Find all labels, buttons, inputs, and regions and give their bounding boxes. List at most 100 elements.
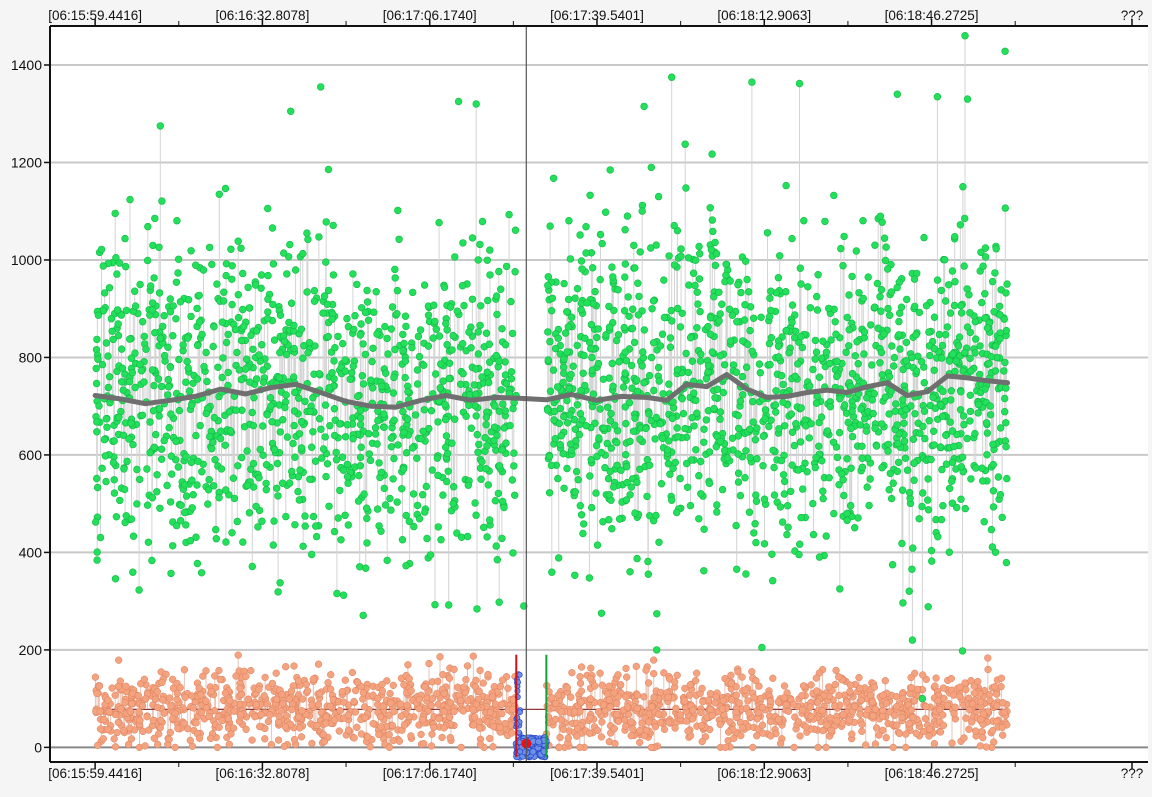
salmon-point: [155, 730, 163, 738]
salmon-point: [988, 727, 997, 735]
green-point: [693, 288, 701, 296]
salmon-point: [446, 733, 454, 742]
green-point: [910, 275, 919, 283]
salmon-point: [790, 743, 798, 752]
green-point: [960, 214, 969, 223]
salmon-point: [344, 711, 352, 719]
green-point: [852, 247, 860, 255]
salmon-point: [110, 735, 118, 743]
green-point: [400, 339, 408, 348]
green-point: [920, 233, 928, 242]
green-point: [187, 312, 195, 321]
green-point: [508, 476, 516, 484]
salmon-point: [263, 700, 271, 708]
green-point: [761, 415, 769, 423]
green-point: [652, 511, 660, 520]
green-point: [546, 222, 554, 230]
green-point: [92, 364, 100, 373]
green-point: [585, 574, 594, 582]
green-point: [409, 288, 417, 297]
salmon-point: [855, 673, 863, 682]
salmon-point: [314, 700, 323, 709]
green-point: [791, 333, 799, 342]
green-point: [154, 375, 163, 383]
green-point: [135, 586, 143, 594]
green-point: [109, 458, 118, 467]
green-point: [935, 330, 944, 339]
green-point: [792, 420, 800, 428]
salmon-point: [796, 732, 804, 740]
green-point: [566, 255, 575, 263]
green-point: [499, 400, 507, 408]
green-point: [887, 288, 896, 296]
green-point: [309, 512, 318, 521]
green-point: [981, 314, 989, 322]
green-point: [383, 334, 391, 343]
green-point: [459, 369, 467, 378]
green-point: [983, 451, 991, 459]
green-point: [751, 519, 759, 528]
salmon-point: [435, 715, 443, 723]
green-point: [750, 529, 758, 537]
x-tick-label-top: ???: [1121, 8, 1144, 23]
salmon-point: [774, 698, 782, 706]
green-point: [752, 497, 761, 505]
green-point: [843, 455, 851, 463]
salmon-point: [889, 743, 897, 752]
green-point: [339, 339, 347, 348]
green-point: [343, 460, 351, 469]
green-point: [613, 438, 621, 447]
green-point: [356, 420, 365, 429]
green-point: [332, 448, 340, 457]
salmon-point: [902, 743, 910, 752]
salmon-point: [138, 702, 147, 710]
salmon-point: [316, 689, 324, 698]
green-point: [579, 520, 588, 528]
salmon-point: [484, 670, 492, 679]
green-point: [958, 453, 967, 461]
green-point: [886, 469, 894, 478]
green-point: [93, 548, 101, 556]
green-point: [837, 244, 845, 253]
green-point: [581, 334, 589, 342]
green-point: [1002, 443, 1010, 451]
salmon-point: [999, 698, 1007, 707]
salmon-point: [708, 711, 716, 720]
salmon-point: [255, 685, 263, 693]
green-point: [349, 270, 357, 278]
salmon-point: [951, 703, 959, 711]
green-point: [269, 541, 277, 549]
green-point: [885, 372, 894, 381]
green-point: [986, 402, 994, 410]
green-point: [205, 243, 214, 252]
green-point: [249, 345, 257, 353]
green-point: [331, 344, 339, 352]
salmon-point: [206, 734, 215, 743]
green-point: [464, 481, 472, 489]
green-point: [823, 427, 831, 435]
salmon-point: [586, 695, 595, 703]
green-point: [321, 433, 329, 441]
green-point: [926, 351, 934, 360]
green-point: [788, 461, 796, 469]
green-point: [98, 360, 107, 369]
salmon-point: [378, 680, 386, 689]
salmon-point: [573, 725, 582, 733]
green-point: [706, 330, 714, 338]
salmon-point: [691, 676, 700, 685]
salmon-point: [895, 729, 904, 738]
salmon-point: [438, 733, 446, 742]
salmon-point: [244, 695, 252, 704]
salmon-point: [421, 683, 429, 691]
salmon-point: [397, 700, 405, 708]
green-point: [294, 487, 302, 496]
salmon-point: [471, 713, 479, 721]
green-point: [499, 497, 507, 506]
green-point: [270, 517, 278, 525]
green-point: [258, 517, 266, 525]
green-point: [881, 256, 890, 265]
green-point: [688, 357, 697, 365]
green-point: [1002, 289, 1010, 297]
green-point: [547, 461, 556, 470]
green-point: [501, 341, 510, 349]
